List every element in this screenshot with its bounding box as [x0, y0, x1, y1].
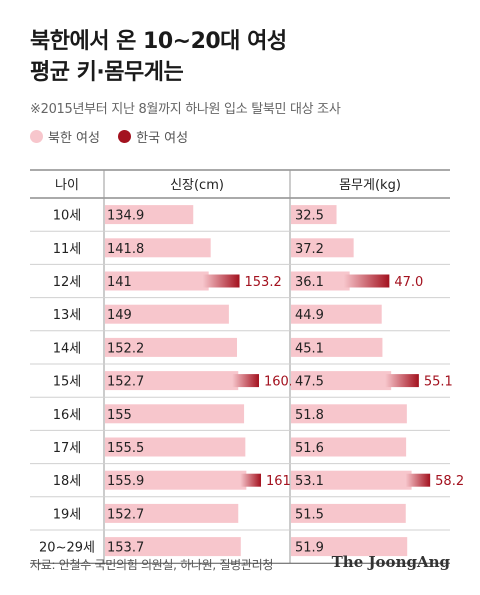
- value-height-north: 153.7: [107, 541, 144, 556]
- bar-height-north: [105, 537, 241, 557]
- row-label: 17세: [53, 441, 82, 456]
- value-height-north: 149: [107, 308, 132, 323]
- bar-height-north: [105, 503, 239, 523]
- chart-subtitle: ※2015년부터 지난 8월까지 하나원 입소 탈북민 대상 조사: [30, 102, 341, 117]
- bar-weight-north: [291, 470, 412, 490]
- bar-weight-north: [291, 437, 407, 457]
- title-line-1: 북한에서 온 10~20대 여성: [30, 29, 287, 54]
- row-label: 16세: [53, 408, 82, 423]
- legend-item-south: 한국 여성: [118, 127, 188, 146]
- bar-height-north: [105, 437, 246, 457]
- row-label: 12세: [53, 275, 82, 290]
- value-height-north: 141.8: [107, 242, 144, 257]
- chart-title: 북한에서 온 10~20대 여성 평균 키·몸무게는: [30, 26, 287, 88]
- legend-label-north: 북한 여성: [48, 131, 100, 146]
- value-height-north: 152.2: [107, 341, 144, 356]
- bar-weight-south: [343, 274, 390, 288]
- value-weight-north: 51.9: [295, 541, 324, 556]
- row-label: 20~29세: [39, 541, 95, 556]
- value-weight-north: 44.9: [295, 308, 324, 323]
- bar-weight-north: [291, 503, 406, 523]
- column-header-age: 나이: [55, 178, 79, 193]
- value-height-north: 152.7: [107, 375, 144, 390]
- row-label: 15세: [53, 375, 82, 390]
- value-weight-north: 51.6: [295, 441, 324, 456]
- bar-weight-north: [291, 404, 407, 424]
- bar-height-north: [105, 205, 194, 225]
- bar-weight-north: [291, 238, 354, 258]
- legend: 북한 여성 한국 여성: [30, 127, 202, 147]
- bar-height-south: [240, 473, 262, 487]
- bar-height-south: [202, 274, 240, 288]
- bar-weight-south: [405, 473, 431, 487]
- title-line-2: 평균 키·몸무게는: [30, 60, 184, 85]
- legend-swatch-north: [30, 130, 43, 143]
- bar-height-south: [232, 374, 259, 388]
- value-height-north: 152.7: [107, 507, 144, 522]
- value-weight-north: 36.1: [295, 275, 324, 290]
- row-label: 10세: [53, 209, 82, 224]
- bar-height-north: [105, 238, 211, 258]
- column-header-weight: 몸무게(kg): [339, 178, 401, 193]
- legend-item-north: 북한 여성: [30, 127, 100, 146]
- bar-weight-north: [291, 537, 408, 557]
- bar-weight-north: [291, 337, 383, 357]
- bar-height-north: [105, 304, 229, 324]
- bar-weight-north: [291, 271, 350, 291]
- value-weight-north: 51.8: [295, 408, 324, 423]
- bar-weight-north: [291, 304, 382, 324]
- value-weight-north: 53.1: [295, 474, 324, 489]
- value-weight-south: 58.2: [435, 474, 464, 489]
- bar-height-north: [105, 271, 209, 291]
- bar-height-north: [105, 470, 247, 490]
- source-note: 자료: 안철수 국민의힘 의원실, 하나원, 질병관리청: [30, 558, 274, 572]
- row-label: 19세: [53, 507, 82, 522]
- bar-weight-south: [385, 374, 419, 388]
- value-height-north: 155.9: [107, 474, 144, 489]
- row-label: 13세: [53, 308, 82, 323]
- bar-height-north: [105, 404, 245, 424]
- value-height-south: 153.2: [245, 275, 282, 290]
- row-label: 14세: [53, 341, 82, 356]
- value-weight-north: 51.5: [295, 507, 324, 522]
- bar-height-north: [105, 371, 239, 391]
- bar-height-north: [105, 337, 237, 357]
- value-height-north: 134.9: [107, 209, 144, 224]
- value-weight-south: 47.0: [394, 275, 423, 290]
- value-height-north: 155.5: [107, 441, 144, 456]
- value-height-north: 155: [107, 408, 132, 423]
- column-header-height: 신장(cm): [170, 178, 224, 193]
- value-weight-north: 45.1: [295, 341, 324, 356]
- bar-weight-north: [291, 371, 392, 391]
- bar-weight-north: [291, 205, 337, 225]
- value-weight-south: 55.1: [424, 375, 453, 390]
- row-label: 11세: [53, 242, 82, 257]
- value-weight-north: 37.2: [295, 242, 324, 257]
- value-height-north: 141: [107, 275, 132, 290]
- legend-label-south: 한국 여성: [136, 131, 189, 146]
- value-weight-north: 32.5: [295, 209, 324, 224]
- row-label: 18세: [53, 474, 82, 489]
- value-weight-north: 47.5: [295, 375, 324, 390]
- legend-swatch-south: [118, 130, 132, 143]
- publisher-logo: The JoongAng: [331, 553, 450, 571]
